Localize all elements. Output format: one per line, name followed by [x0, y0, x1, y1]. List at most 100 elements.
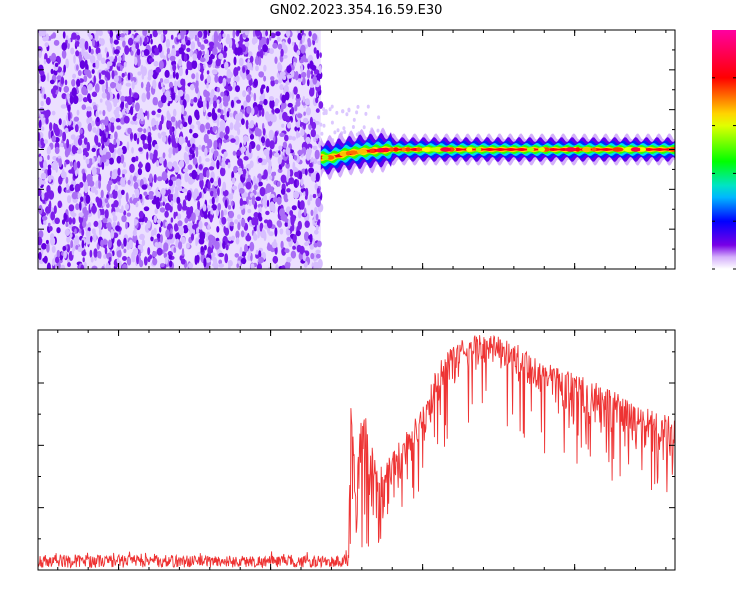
noise-speckle	[221, 160, 226, 169]
noise-speckle	[97, 142, 101, 148]
noise-speckle	[141, 92, 147, 103]
noise-speckle	[84, 212, 88, 222]
noise-speckle	[315, 224, 319, 231]
noise-speckle	[199, 57, 206, 63]
noise-speckle	[239, 205, 244, 210]
noise-speckle	[156, 233, 161, 239]
noise-speckle	[133, 30, 137, 33]
noise-speckle	[296, 179, 300, 187]
noise-speckle	[183, 168, 189, 173]
noise-speckle	[218, 33, 222, 42]
noise-speckle	[194, 109, 200, 119]
noise-speckle	[50, 68, 54, 75]
noise-speckle	[251, 195, 256, 206]
noise-speckle	[148, 191, 154, 196]
noise-speckle	[98, 180, 101, 189]
noise-speckle	[204, 147, 208, 157]
noise-speckle	[86, 106, 92, 112]
noise-speckle	[101, 70, 107, 75]
colorbar-scale	[712, 30, 736, 269]
noise-speckle	[207, 129, 211, 135]
noise-speckle	[161, 86, 165, 93]
noise-speckle	[101, 154, 107, 163]
noise-speckle	[97, 220, 103, 230]
noise-speckle	[261, 107, 265, 117]
noise-speckle	[274, 56, 278, 64]
noise-speckle	[224, 199, 228, 209]
noise-speckle	[120, 157, 124, 164]
noise-speckle	[237, 214, 241, 220]
noise-speckle	[200, 44, 205, 51]
noise-speckle	[305, 136, 311, 144]
noise-speckle	[43, 139, 49, 145]
noise-speckle	[184, 172, 189, 183]
noise-speckle	[45, 33, 49, 41]
noise-speckle	[104, 246, 108, 255]
noise-speckle	[89, 249, 93, 258]
noise-speckle	[40, 100, 44, 107]
noise-speckle	[97, 52, 102, 61]
signal-blob	[440, 147, 452, 152]
noise-speckle	[152, 79, 157, 90]
noise-speckle	[105, 131, 109, 139]
noise-speckle	[143, 49, 150, 56]
noise-speckle	[51, 110, 56, 116]
noise-speckle	[210, 177, 214, 184]
noise-speckle	[224, 61, 229, 70]
noise-speckle	[48, 225, 53, 232]
noise-speckle	[107, 222, 112, 232]
noise-speckle	[143, 128, 147, 134]
noise-speckle	[303, 207, 307, 217]
noise-speckle	[279, 132, 285, 137]
boundary-speckle	[377, 115, 381, 120]
noise-speckle	[60, 171, 67, 179]
noise-speckle	[313, 261, 317, 269]
noise-speckle	[288, 177, 295, 185]
noise-speckle	[185, 242, 190, 249]
noise-speckle	[306, 69, 311, 79]
noise-speckle	[123, 161, 126, 168]
noise-speckle	[143, 191, 148, 196]
noise-speckle	[284, 262, 291, 269]
noise-speckle	[256, 224, 260, 234]
noise-speckle	[234, 219, 239, 224]
noise-speckle	[307, 199, 311, 206]
noise-speckle	[254, 127, 260, 137]
boundary-speckle	[341, 109, 344, 114]
noise-speckle	[102, 239, 108, 245]
noise-speckle	[180, 78, 185, 86]
boundary-speckle	[343, 130, 347, 134]
noise-speckle	[203, 133, 209, 144]
noise-speckle	[238, 57, 244, 66]
noise-speckle	[181, 188, 188, 193]
boundary-speckle	[356, 104, 360, 109]
noise-speckle	[134, 56, 138, 66]
noise-speckle	[165, 221, 168, 227]
noise-speckle	[99, 110, 102, 115]
noise-speckle	[287, 219, 291, 229]
noise-speckle	[197, 100, 203, 109]
noise-speckle	[97, 126, 100, 136]
noise-speckle	[223, 107, 227, 114]
noise-speckle	[45, 206, 51, 214]
noise-speckle	[45, 239, 49, 245]
noise-speckle	[92, 127, 97, 133]
noise-speckle	[276, 181, 281, 187]
noise-speckle	[38, 236, 43, 246]
noise-speckle	[106, 194, 109, 199]
noise-speckle	[69, 161, 73, 167]
noise-speckle	[52, 258, 56, 267]
boundary-speckle	[320, 131, 324, 136]
noise-speckle	[258, 71, 265, 78]
noise-speckle	[186, 60, 191, 70]
noise-speckle	[73, 116, 80, 122]
noise-speckle	[284, 221, 289, 227]
colorbar	[712, 30, 736, 270]
noise-speckle	[86, 109, 92, 119]
noise-speckle	[76, 160, 81, 169]
noise-speckle	[280, 240, 284, 250]
noise-speckle	[127, 72, 131, 81]
noise-speckle	[266, 37, 270, 45]
noise-speckle	[226, 217, 232, 222]
noise-speckle	[156, 176, 163, 182]
